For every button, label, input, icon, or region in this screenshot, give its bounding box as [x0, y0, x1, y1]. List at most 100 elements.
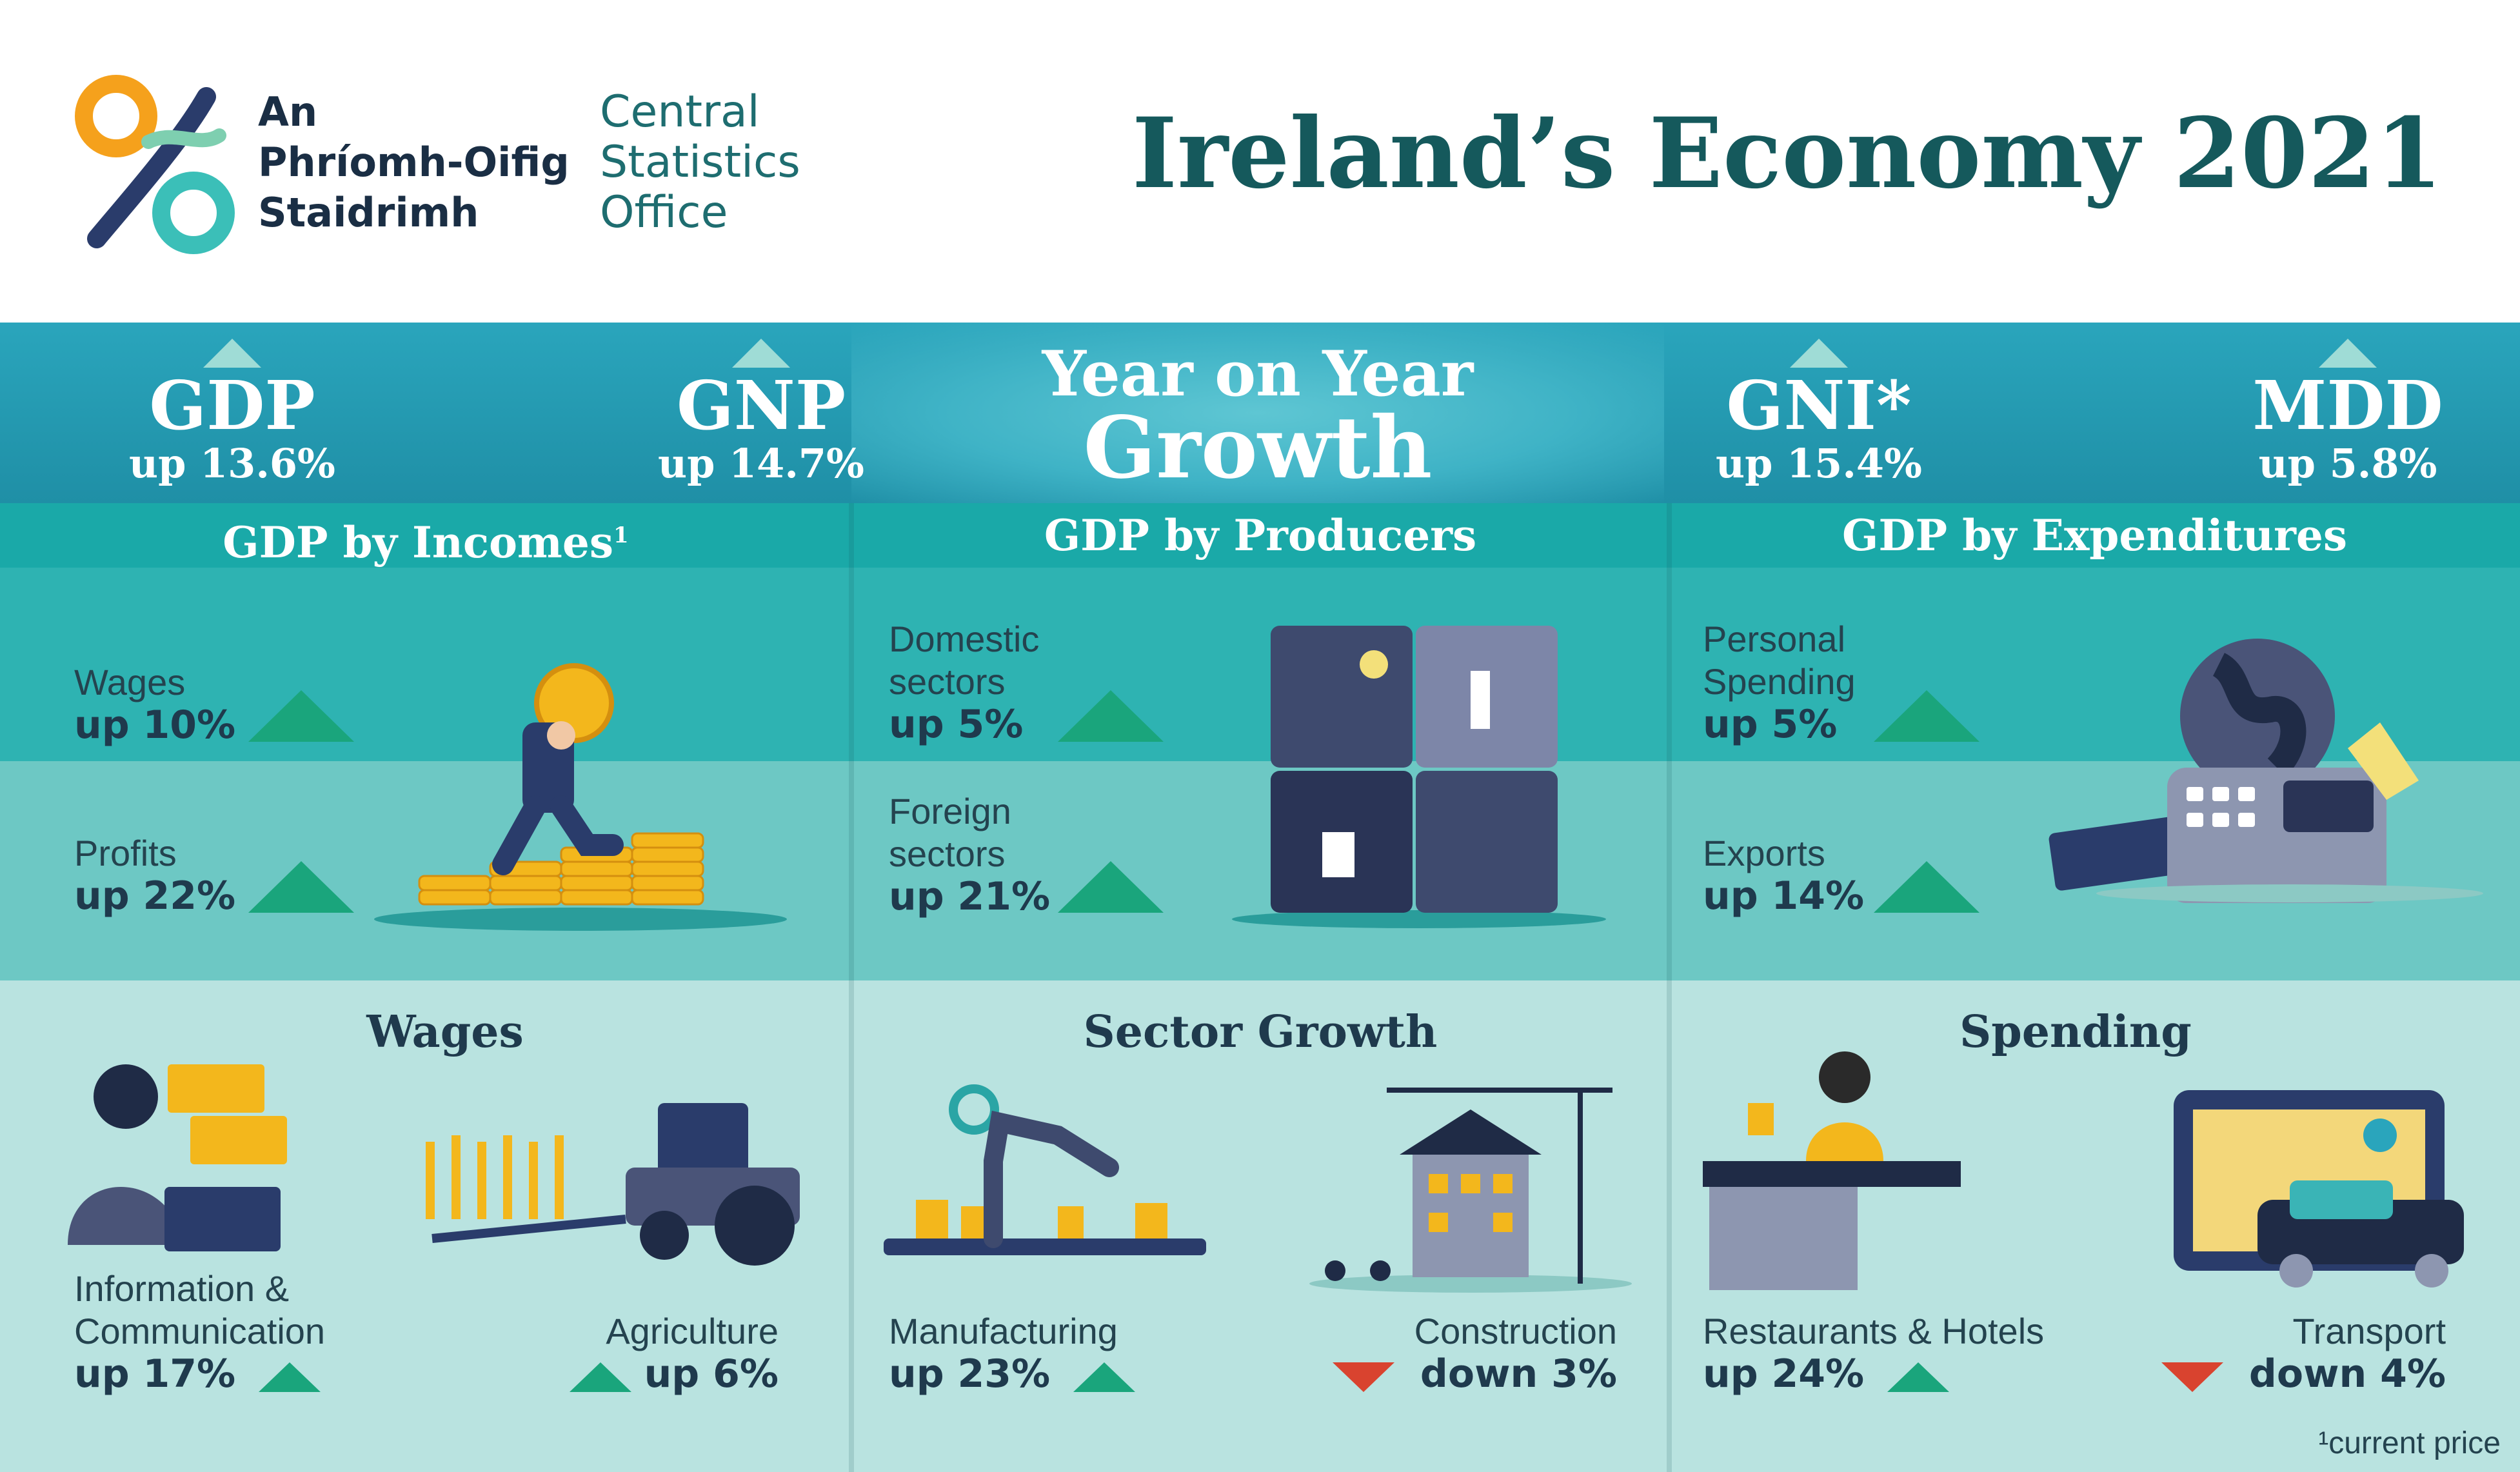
transport-value: down 4%	[2248, 1351, 2446, 1397]
up-arrow-icon	[1073, 1362, 1135, 1393]
metric-gdp: GDP up 13.6%	[64, 339, 400, 486]
up-arrow-icon	[2319, 339, 2377, 368]
incomes-title-sup: 1	[613, 522, 629, 548]
org-irish-line1: An	[258, 88, 318, 135]
personal-label-line1: Personal	[1703, 619, 1846, 659]
incomes-title: GDP by Incomes	[223, 517, 614, 568]
org-english-line1: Central	[600, 86, 760, 137]
expenditures-header: GDP by Expenditures	[1669, 503, 2520, 568]
exports-label: Exports	[1703, 833, 1825, 873]
transport-item: Transport down 4%	[2161, 1310, 2446, 1396]
metric-value: up 5.8%	[2258, 440, 2437, 487]
yoy-title-line1: Year on Year	[1042, 337, 1474, 410]
org-english-line2: Statistics	[600, 137, 800, 188]
footnote: ¹current price	[2318, 1426, 2501, 1460]
up-arrow-icon	[569, 1362, 631, 1393]
wages-item: Wages up 10%	[74, 661, 235, 747]
hotel-reception-illustration	[1703, 1051, 1961, 1290]
agriculture-label: Agriculture	[606, 1311, 779, 1351]
wages-section-title: Wages	[366, 1006, 524, 1058]
incomes-band-2	[0, 761, 851, 980]
construction-label: Construction	[1414, 1311, 1617, 1351]
yoy-title-line2: Growth	[1083, 398, 1433, 498]
up-arrow-icon	[732, 339, 790, 368]
metric-name: GNP	[676, 366, 846, 445]
org-name-irish: An Phríomh-Oifig Staidrimh	[258, 87, 570, 238]
factory-robot-illustration	[884, 1084, 1206, 1255]
header: An Phríomh-Oifig Staidrimh Central Stati…	[0, 0, 2520, 323]
metric-name: GDP	[149, 366, 315, 445]
metric-value: up 15.4%	[1716, 440, 1922, 487]
producers-column: GDP by Producers	[851, 503, 1669, 1472]
construction-house-illustration	[1309, 1088, 1632, 1293]
growth-banner-highlight	[851, 323, 1664, 503]
sector-growth-title: Sector Growth	[1083, 1006, 1438, 1058]
org-name-english: Central Statistics Office	[600, 87, 800, 238]
page-title: Ireland’s Economy 2021	[1131, 97, 2443, 210]
domestic-value: up 5%	[889, 702, 1024, 747]
metric-value: up 13.6%	[129, 440, 335, 487]
metric-mdd: MDD up 5.8%	[2180, 339, 2515, 486]
puzzle-teamwork-illustration	[1232, 626, 1606, 928]
agriculture-item: Agriculture up 6%	[569, 1310, 779, 1396]
up-arrow-icon	[258, 1362, 321, 1393]
globe-card-terminal-illustration	[2049, 639, 2483, 903]
down-arrow-icon	[1332, 1362, 1394, 1393]
foreign-label-line2: sectors	[889, 833, 1006, 874]
construction-item: Construction down 3%	[1332, 1310, 1617, 1397]
up-arrow-icon	[203, 339, 261, 368]
org-irish-line2: Phríomh-Oifig	[258, 139, 570, 186]
spending-section-title: Spending	[1959, 1006, 2192, 1058]
foreign-value: up 21%	[889, 874, 1051, 919]
metric-name: MDD	[2252, 366, 2443, 445]
up-arrow-icon	[1790, 339, 1848, 368]
restaurants-hotels-item: Restaurants & Hotels up 24%	[1703, 1310, 2044, 1396]
incomes-header: GDP by Incomes1	[0, 503, 851, 568]
coin-stack-illustration	[374, 663, 787, 931]
domestic-label-line2: sectors	[889, 661, 1006, 702]
tractor-illustration	[426, 1103, 800, 1266]
org-english-line3: Office	[600, 187, 728, 238]
foreign-sectors-item: Foreign sectors up 21%	[889, 790, 1050, 919]
wages-label: Wages	[74, 662, 186, 702]
org-irish-line3: Staidrimh	[258, 189, 479, 236]
construction-value: down 3%	[1420, 1351, 1617, 1397]
up-arrow-icon	[248, 690, 354, 742]
info-comms-line1: Information &	[74, 1268, 290, 1309]
column-divider	[1667, 503, 1672, 1472]
expenditures-title: GDP by Expenditures	[1841, 510, 2348, 561]
metric-gni: GNI* up 15.4%	[1651, 339, 1987, 486]
profits-label: Profits	[74, 833, 177, 873]
domestic-label-line1: Domestic	[889, 619, 1040, 659]
info-comms-value: up 17%	[74, 1351, 236, 1397]
personal-label-line2: Spending	[1703, 661, 1856, 702]
restaurants-label: Restaurants & Hotels	[1703, 1311, 2045, 1351]
up-arrow-icon	[248, 861, 354, 913]
domestic-sectors-item: Domestic sectors up 5%	[889, 618, 1039, 746]
call-centre-illustration	[68, 1064, 287, 1251]
manufacturing-item: Manufacturing up 23%	[889, 1310, 1135, 1396]
personal-value: up 5%	[1703, 702, 1838, 747]
wages-value: up 10%	[74, 702, 236, 748]
manufacturing-label: Manufacturing	[889, 1311, 1118, 1351]
info-comms-line2: Communication	[74, 1311, 326, 1351]
up-arrow-icon	[1058, 690, 1164, 742]
profits-item: Profits up 22%	[74, 832, 235, 918]
metric-gnp: GNP up 14.7%	[593, 339, 929, 486]
profits-value: up 22%	[74, 873, 236, 919]
exports-item: Exports up 14%	[1703, 832, 1864, 918]
column-divider	[849, 503, 854, 1472]
up-arrow-icon	[1874, 690, 1979, 742]
foreign-label-line1: Foreign	[889, 791, 1011, 831]
producers-title: GDP by Producers	[1044, 510, 1477, 561]
manufacturing-value: up 23%	[889, 1351, 1051, 1397]
metric-name: GNI*	[1726, 366, 1912, 445]
producers-header: GDP by Producers	[851, 503, 1669, 568]
exports-value: up 14%	[1703, 873, 1865, 919]
metric-value: up 14.7%	[658, 440, 864, 487]
car-map-illustration	[2174, 1090, 2464, 1288]
up-arrow-icon	[1887, 1362, 1949, 1393]
up-arrow-icon	[1058, 861, 1164, 913]
up-arrow-icon	[1874, 861, 1979, 913]
info-comms-item: Information & Communication up 17%	[74, 1268, 325, 1396]
